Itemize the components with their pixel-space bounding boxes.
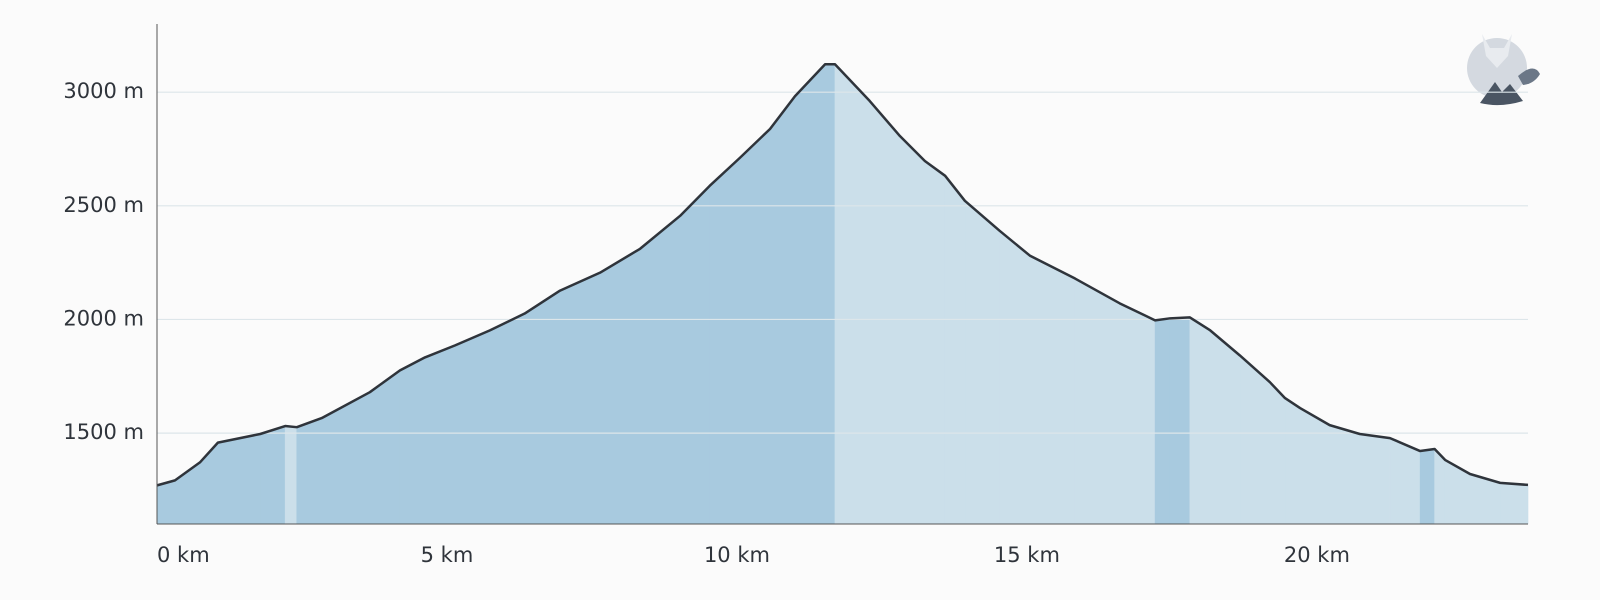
area-segment [1329,424,1361,525]
area-segment [1189,316,1211,525]
area-segment [1499,482,1529,525]
area-segment [559,272,601,525]
area-segment [1169,317,1191,525]
area-segment [1029,255,1076,525]
area-segment [284,425,298,525]
area-segment [794,63,826,525]
area-segment [709,157,741,525]
area-segment [217,433,261,525]
area-segment [964,200,1000,525]
x-tick-label: 15 km [994,543,1060,567]
area-segment [1359,433,1391,525]
area-segment [639,215,681,525]
area-segment [1284,397,1301,525]
y-tick-label: 2000 m [63,306,144,330]
area-segment [1299,407,1330,525]
area-segment [1239,354,1271,525]
y-tick-label: 3000 m [63,79,144,103]
area-segment [924,160,946,525]
area-segment [824,63,836,525]
area-segment [369,369,401,525]
elevation-line [156,62,1529,487]
x-tick-label: 0 km [157,543,210,567]
area-segment [944,174,966,525]
area-segment [399,356,426,525]
area-segment [869,100,901,525]
area-segment [599,248,641,525]
area-segment [739,128,771,525]
y-tick-label: 2500 m [63,193,144,217]
area-segment [454,329,491,525]
area-segment [296,417,323,525]
area-segment [1269,381,1286,525]
area-segment [834,63,871,525]
area-segment [259,425,286,525]
x-tick-label: 5 km [421,543,474,567]
area-segment [999,230,1031,525]
logo [1467,34,1540,106]
area-segment [1209,329,1241,525]
area-segment [424,344,456,525]
area-segment [1419,448,1435,525]
area-segment [1074,278,1121,525]
x-tick-label: 10 km [704,543,770,567]
area-segment [1389,437,1421,525]
y-tick-label: 1500 m [63,420,144,444]
area-segment [156,479,176,525]
area-segment [524,290,561,525]
area-segment [769,95,796,525]
area-segment [489,313,525,525]
area-segment [1434,448,1446,525]
area-segment [1154,317,1171,525]
x-tick-label: 20 km [1284,543,1350,567]
area-segment [1119,302,1156,525]
area-segment [899,135,926,525]
area-segment [679,185,710,525]
